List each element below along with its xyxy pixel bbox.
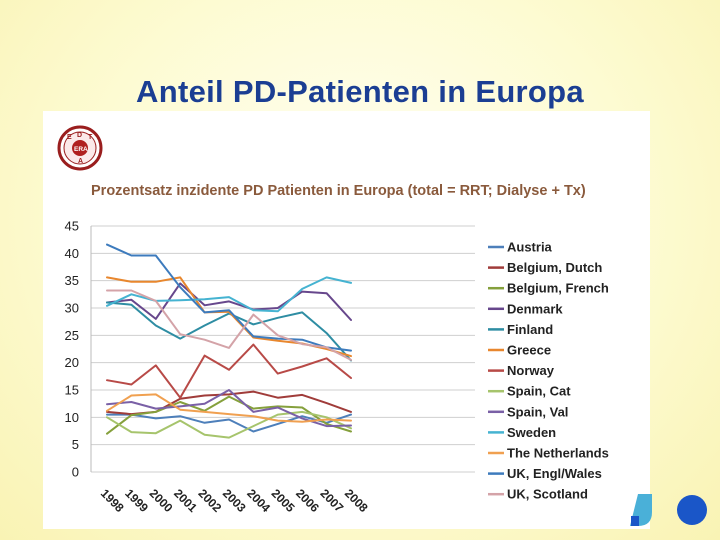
series-line-uk-scotland: [106, 289, 352, 361]
y-tick-label: 40: [65, 246, 79, 261]
legend-label: UK, Engl/Wales: [507, 466, 602, 481]
x-tick-label: 2000: [147, 486, 176, 515]
x-tick-label: 2003: [220, 486, 249, 515]
series-line-denmark: [106, 282, 352, 321]
x-tick-label: 2002: [195, 486, 224, 515]
legend-label: Norway: [507, 363, 555, 378]
y-tick-label: 5: [72, 437, 79, 452]
x-tick-label: 2001: [171, 486, 200, 515]
legend-label: Belgium, French: [507, 281, 609, 296]
logo-letter-t: T: [88, 134, 93, 141]
edta-era-logo: E D T A ERA: [57, 125, 103, 171]
x-tick-label: 1999: [122, 486, 151, 515]
x-tick-label: 2005: [269, 486, 298, 515]
series-lines: [106, 243, 352, 439]
y-tick-label: 15: [65, 383, 79, 398]
slide-title: Anteil PD-Patienten in Europa: [136, 74, 584, 109]
y-tick-label: 45: [65, 219, 79, 234]
series-line-sweden: [106, 276, 352, 313]
legend-label: Finland: [507, 322, 553, 337]
legend-label: Austria: [507, 240, 553, 255]
logo-letter-a: A: [78, 158, 83, 165]
x-tick-label: 2004: [244, 486, 273, 515]
series-line-norway: [106, 343, 352, 399]
x-tick-label: 1998: [98, 486, 127, 515]
chart-panel: E D T A ERA Prozentsatz inzidente PD Pat…: [43, 111, 650, 529]
y-tick-label: 0: [72, 465, 79, 480]
series-line-austria: [106, 413, 352, 433]
y-axis: 0 5 10 15 20 25 30 35 40 45: [65, 219, 92, 480]
x-axis: 1998199920002001200220032004200520062007…: [98, 486, 371, 515]
legend-label: UK, Scotland: [507, 487, 588, 502]
decor-dot-icon: [677, 495, 707, 525]
x-tick-label: 2006: [293, 486, 322, 515]
logo-letter-e: E: [67, 134, 72, 141]
legend-label: Greece: [507, 343, 551, 358]
legend-label: Spain, Val: [507, 404, 568, 419]
legend-label: The Netherlands: [507, 446, 609, 461]
x-tick-label: 2007: [317, 486, 346, 515]
y-tick-label: 35: [65, 273, 79, 288]
y-tick-label: 20: [65, 355, 79, 370]
x-tick-label: 2008: [342, 486, 371, 515]
chart-svg: E D T A ERA Prozentsatz inzidente PD Pat…: [57, 125, 609, 515]
legend-label: Sweden: [507, 425, 556, 440]
legend-label: Belgium, Dutch: [507, 260, 602, 275]
logo-letter-d: D: [77, 132, 82, 139]
legend-label: Denmark: [507, 301, 563, 316]
series-line-spain-cat: [106, 410, 352, 439]
series-line-uk-engl-wales: [106, 243, 352, 352]
series-line-finland: [106, 301, 352, 362]
grid-lines: [91, 225, 475, 473]
series-line-the-netherlands: [106, 393, 352, 423]
y-tick-label: 25: [65, 328, 79, 343]
y-tick-label: 30: [65, 301, 79, 316]
chart-title: Prozentsatz inzidente PD Patienten in Eu…: [91, 183, 586, 199]
legend: Austria Belgium, Dutch Belgium, French Denm…: [488, 240, 609, 502]
legend-label: Spain, Cat: [507, 384, 571, 399]
y-tick-label: 10: [65, 410, 79, 425]
logo-era-text: ERA: [74, 146, 88, 153]
